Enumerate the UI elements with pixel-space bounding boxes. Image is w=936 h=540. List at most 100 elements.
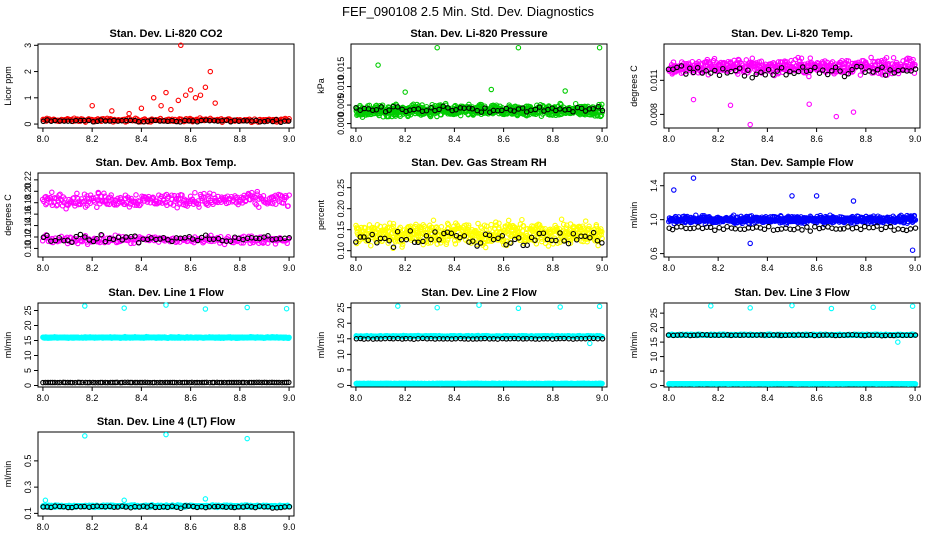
data-point — [596, 44, 603, 51]
x-tick-label: 9.0 — [909, 134, 922, 144]
x-tick-label: 8.8 — [860, 263, 873, 273]
x-tick-label: 8.4 — [135, 134, 148, 144]
data-point — [84, 193, 90, 199]
data-point — [515, 44, 522, 51]
data-point — [202, 306, 209, 312]
y-tick-label: 1.0 — [649, 213, 659, 226]
data-point — [745, 67, 751, 73]
data-point — [866, 224, 872, 231]
data-point — [368, 242, 374, 249]
data-point — [736, 65, 743, 71]
data-point — [207, 68, 214, 75]
data-point — [469, 106, 476, 112]
data-point — [488, 86, 495, 93]
data-point — [570, 109, 576, 115]
data-point — [430, 217, 437, 224]
panel-temp: Stan. Dev. Li-820 Temp.8.0 8.2 8.4 8.6 8.8 9.… — [629, 28, 921, 144]
data-point — [816, 70, 823, 76]
data-point — [778, 65, 785, 71]
data-point — [57, 191, 63, 197]
data-point — [77, 231, 84, 238]
y-axis-label: degrees C — [629, 65, 639, 107]
x-tick-label: 8.0 — [663, 263, 676, 273]
data-point — [557, 106, 563, 112]
x-tick-label: 8.0 — [350, 134, 363, 144]
data-point — [795, 68, 802, 75]
data-point — [457, 105, 464, 111]
data-point — [678, 223, 684, 230]
series-1 — [353, 103, 606, 115]
plot-frame — [37, 172, 295, 258]
data-point — [909, 247, 916, 253]
y-tick-label: 0.10 — [336, 242, 346, 260]
data-point — [488, 221, 494, 228]
y-tick-label: 0.011 — [649, 69, 659, 91]
data-point — [369, 107, 376, 114]
data-point — [507, 107, 514, 113]
x-tick-label: 8.8 — [547, 263, 560, 273]
data-point — [94, 197, 101, 203]
data-point — [895, 226, 901, 232]
data-point — [849, 66, 855, 73]
data-point — [878, 70, 884, 76]
data-point — [799, 64, 806, 70]
panel-title: Stan. Dev. Sample Flow — [731, 157, 854, 169]
data-point — [519, 105, 526, 111]
data-point — [762, 72, 769, 78]
data-point — [783, 72, 789, 78]
x-tick-label: 8.2 — [86, 134, 99, 144]
data-point — [545, 243, 552, 249]
data-point — [890, 55, 897, 61]
data-point — [703, 68, 709, 74]
y-tick-label: 0.22 — [23, 171, 33, 189]
data-point — [386, 107, 392, 113]
x-tick-label: 9.0 — [283, 393, 296, 403]
x-tick-label: 9.0 — [283, 263, 296, 273]
y-tick-label: 0.18 — [23, 194, 33, 212]
data-point — [89, 102, 95, 109]
y-axis-label: ml/min — [316, 332, 326, 359]
data-point — [798, 55, 805, 62]
x-tick-label: 8.8 — [234, 263, 247, 273]
data-point — [428, 104, 434, 111]
data-point — [163, 302, 169, 308]
data-point — [93, 194, 99, 200]
data-point — [878, 226, 885, 233]
data-point — [436, 106, 442, 113]
y-tick-label: 1.4 — [649, 179, 659, 192]
data-point — [375, 62, 381, 68]
x-tick-label: 8.0 — [350, 393, 363, 403]
data-point — [121, 305, 127, 311]
x-tick-label: 8.2 — [399, 134, 412, 144]
data-point — [53, 202, 60, 209]
data-point — [158, 102, 164, 109]
data-point — [536, 104, 543, 110]
data-point — [833, 113, 840, 120]
data-point — [192, 189, 198, 196]
data-point — [378, 104, 384, 110]
panel-title: Stan. Dev. Li-820 Temp. — [731, 28, 853, 40]
data-point — [590, 106, 596, 112]
data-point — [820, 67, 826, 73]
data-point — [285, 118, 292, 124]
data-point — [708, 70, 714, 76]
x-tick-label: 8.0 — [37, 393, 50, 403]
data-point — [912, 66, 919, 72]
y-tick-label: 0.015 — [336, 57, 346, 80]
data-point — [582, 218, 589, 224]
x-tick-label: 8.2 — [712, 263, 725, 273]
data-point — [749, 74, 755, 81]
data-point — [423, 107, 430, 114]
x-tick-label: 8.8 — [860, 134, 873, 144]
y-tick-label: 0 — [336, 383, 346, 388]
x-tick-label: 8.0 — [37, 263, 50, 273]
x-tick-label: 8.0 — [350, 263, 363, 273]
y-axis-label: Licor ppm — [3, 66, 13, 106]
data-point — [182, 92, 189, 98]
y-tick-label: 25 — [336, 303, 346, 313]
data-point — [429, 101, 435, 108]
data-point — [578, 105, 585, 112]
y-axis-label: kPa — [316, 78, 326, 94]
data-point — [883, 54, 890, 61]
data-point — [74, 190, 80, 197]
